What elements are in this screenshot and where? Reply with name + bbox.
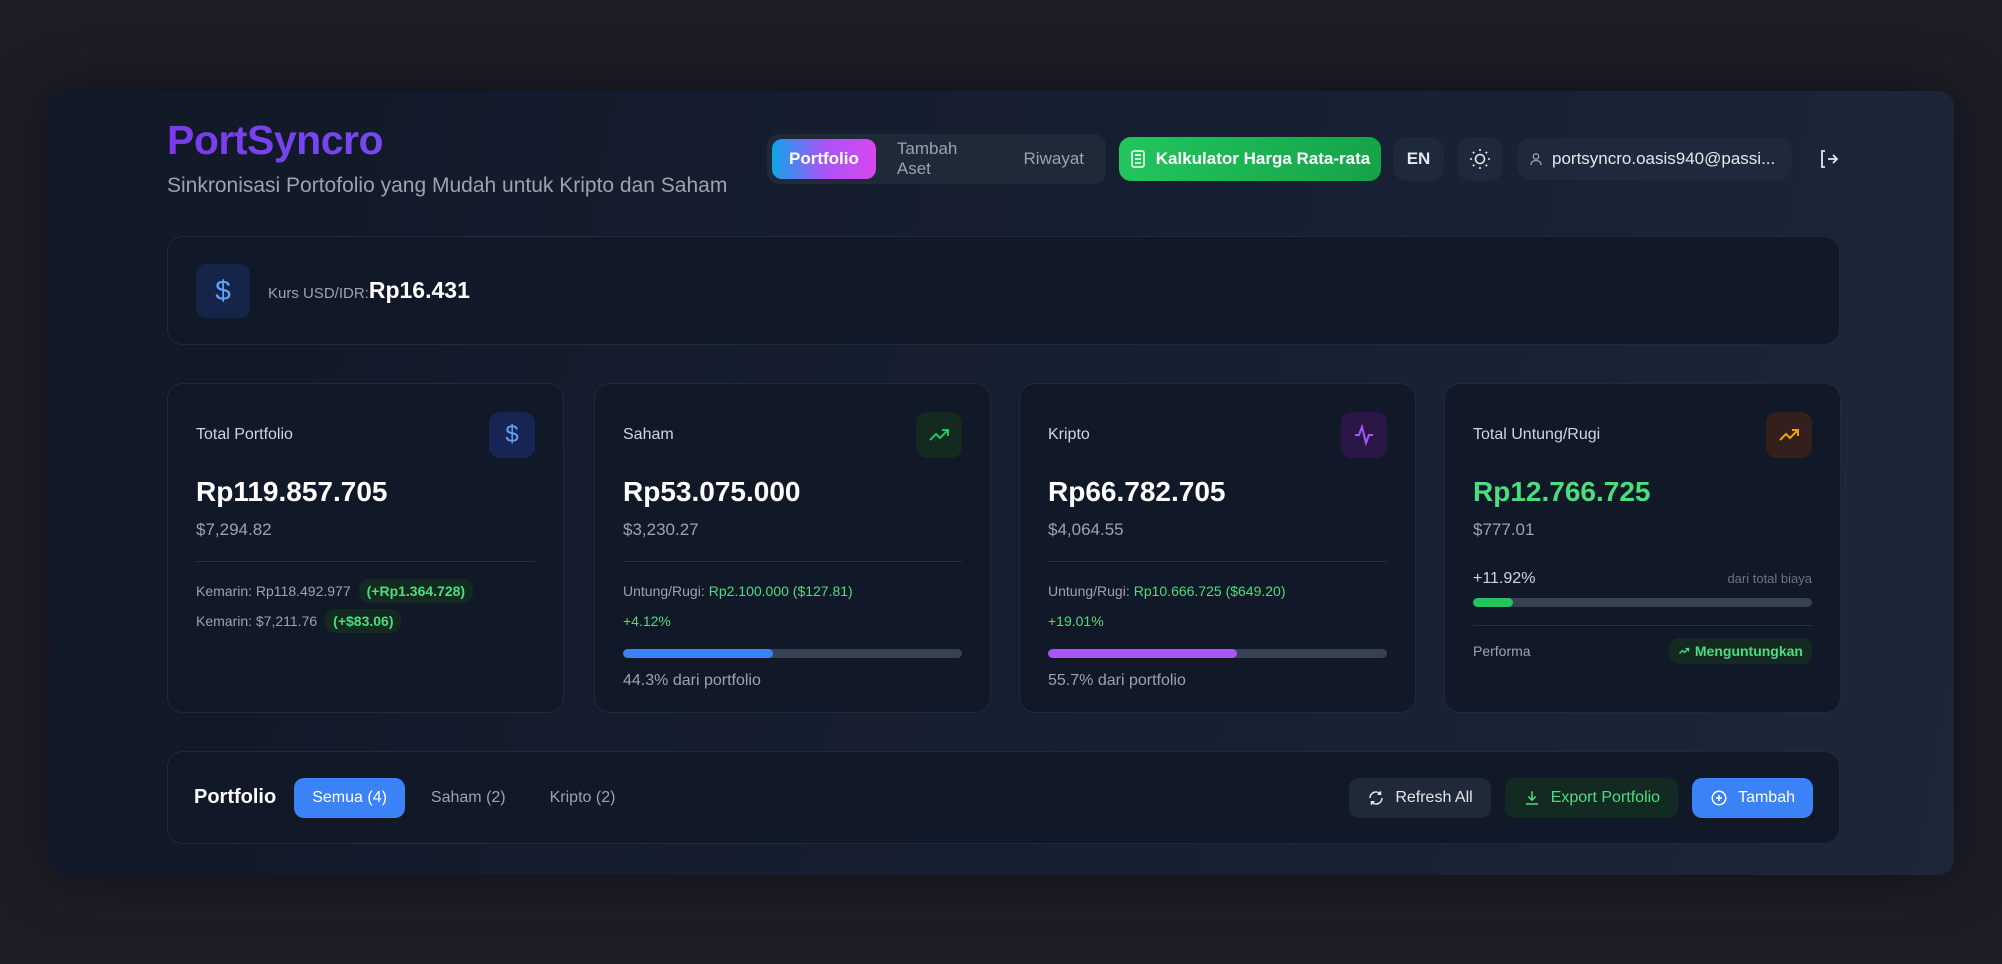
dollar-icon: $ bbox=[489, 412, 535, 458]
add-asset-button[interactable]: Tambah bbox=[1692, 777, 1813, 818]
trending-up-icon bbox=[1678, 647, 1690, 654]
calculator-label: Kalkulator Harga Rata-rata bbox=[1155, 149, 1371, 168]
saham-usd: $3,230.27 bbox=[623, 520, 699, 539]
divider bbox=[1473, 625, 1812, 626]
yesterday-idr: Kemarin: Rp118.492.977 bbox=[196, 583, 351, 599]
main-nav: Portfolio Tambah Aset Riwayat bbox=[767, 134, 1106, 184]
card-title: Total Untung/Rugi bbox=[1473, 426, 1601, 443]
brand: PortSyncro Sinkronisasi Portofolio yang … bbox=[167, 117, 727, 198]
exchange-rate-box: $ Kurs USD/IDR:Rp16.431 bbox=[167, 236, 1840, 345]
pl-bar bbox=[1473, 598, 1812, 607]
export-portfolio-button[interactable]: Export Portfolio bbox=[1504, 777, 1679, 818]
share-bar bbox=[1048, 649, 1387, 658]
export-label: Export Portfolio bbox=[1550, 788, 1661, 806]
kripto-usd: $4,064.55 bbox=[1048, 520, 1124, 539]
activity-icon bbox=[1341, 412, 1387, 458]
card-saham: Saham Rp53.075.000 $3,230.27 Untung/Rugi… bbox=[594, 383, 991, 713]
user-icon bbox=[1530, 153, 1542, 166]
portfolio-toolbar: Portfolio Semua (4) Saham (2) Kripto (2)… bbox=[167, 751, 1840, 844]
user-menu[interactable]: portsyncro.oasis940@passi... bbox=[1517, 138, 1792, 180]
filter-kripto[interactable]: Kripto (2) bbox=[549, 788, 616, 806]
filter-all[interactable]: Semua (4) bbox=[294, 777, 405, 818]
app-title: PortSyncro bbox=[167, 117, 727, 164]
yesterday-usd: Kemarin: $7,211.76 bbox=[196, 613, 318, 629]
logout-icon[interactable] bbox=[1816, 147, 1840, 171]
calculator-button[interactable]: Kalkulator Harga Rata-rata bbox=[1119, 137, 1381, 181]
refresh-label: Refresh All bbox=[1395, 788, 1473, 806]
filter-saham[interactable]: Saham (2) bbox=[430, 788, 506, 806]
tab-tambah-aset[interactable]: Tambah Aset bbox=[896, 139, 958, 178]
card-title: Saham bbox=[623, 426, 674, 443]
pl-value: Rp10.666.725 ($649.20) bbox=[1133, 583, 1286, 599]
add-label: Tambah bbox=[1738, 788, 1795, 806]
pl-percent: +11.92% bbox=[1473, 570, 1536, 587]
rate-label: Kurs USD/IDR: bbox=[268, 285, 369, 302]
download-icon bbox=[1525, 790, 1538, 805]
trending-up-icon bbox=[1766, 412, 1812, 458]
card-total-pl: Total Untung/Rugi Rp12.766.725 $777.01 +… bbox=[1444, 383, 1841, 713]
kripto-value: Rp66.782.705 bbox=[1048, 476, 1226, 507]
share-label: 44.3% dari portfolio bbox=[623, 672, 761, 689]
language-button[interactable]: EN bbox=[1393, 137, 1444, 181]
refresh-all-button[interactable]: Refresh All bbox=[1349, 777, 1491, 818]
portfolio-title: Portfolio bbox=[194, 786, 277, 808]
saham-value: Rp53.075.000 bbox=[623, 476, 801, 507]
card-total-portfolio: Total Portfolio $ Rp119.857.705 $7,294.8… bbox=[167, 383, 564, 713]
plus-circle-icon bbox=[1711, 790, 1727, 805]
pl-value: Rp2.100.000 ($127.81) bbox=[708, 583, 853, 599]
performance-badge-label: Menguntungkan bbox=[1694, 643, 1803, 659]
sun-icon bbox=[1470, 149, 1490, 169]
pl-label: Untung/Rugi: bbox=[623, 583, 705, 599]
pl-percent: +4.12% bbox=[623, 613, 671, 629]
total-value: Rp119.857.705 bbox=[196, 476, 388, 507]
card-title: Kripto bbox=[1048, 426, 1090, 443]
pl-usd: $777.01 bbox=[1473, 520, 1535, 539]
pl-percent: +19.01% bbox=[1048, 613, 1104, 629]
dollar-icon: $ bbox=[196, 263, 250, 318]
calculator-icon bbox=[1130, 150, 1145, 168]
change-idr-badge: (+Rp1.364.728) bbox=[358, 579, 474, 603]
card-kripto: Kripto Rp66.782.705 $4,064.55 Untung/Rug… bbox=[1019, 383, 1416, 713]
rate-value: Rp16.431 bbox=[368, 277, 470, 303]
share-label: 55.7% dari portfolio bbox=[1048, 672, 1186, 689]
pl-label: Untung/Rugi: bbox=[1048, 583, 1130, 599]
change-usd-badge: (+$83.06) bbox=[325, 609, 402, 633]
divider bbox=[196, 561, 535, 562]
app-subtitle: Sinkronisasi Portofolio yang Mudah untuk… bbox=[167, 174, 728, 197]
performance-label: Performa bbox=[1473, 643, 1531, 659]
tab-portfolio[interactable]: Portfolio bbox=[772, 139, 876, 179]
theme-toggle[interactable] bbox=[1457, 137, 1503, 181]
card-title: Total Portfolio bbox=[196, 426, 293, 443]
divider bbox=[1048, 561, 1387, 562]
divider bbox=[623, 561, 962, 562]
trending-up-icon bbox=[916, 412, 962, 458]
total-usd: $7,294.82 bbox=[196, 520, 272, 539]
pl-note: dari total biaya bbox=[1727, 571, 1812, 586]
tab-riwayat[interactable]: Riwayat bbox=[1023, 149, 1084, 168]
pl-value: Rp12.766.725 bbox=[1473, 476, 1651, 507]
refresh-icon bbox=[1369, 790, 1384, 805]
performance-badge: Menguntungkan bbox=[1668, 638, 1812, 664]
share-bar bbox=[623, 649, 962, 658]
user-email: portsyncro.oasis940@passi... bbox=[1552, 149, 1776, 168]
